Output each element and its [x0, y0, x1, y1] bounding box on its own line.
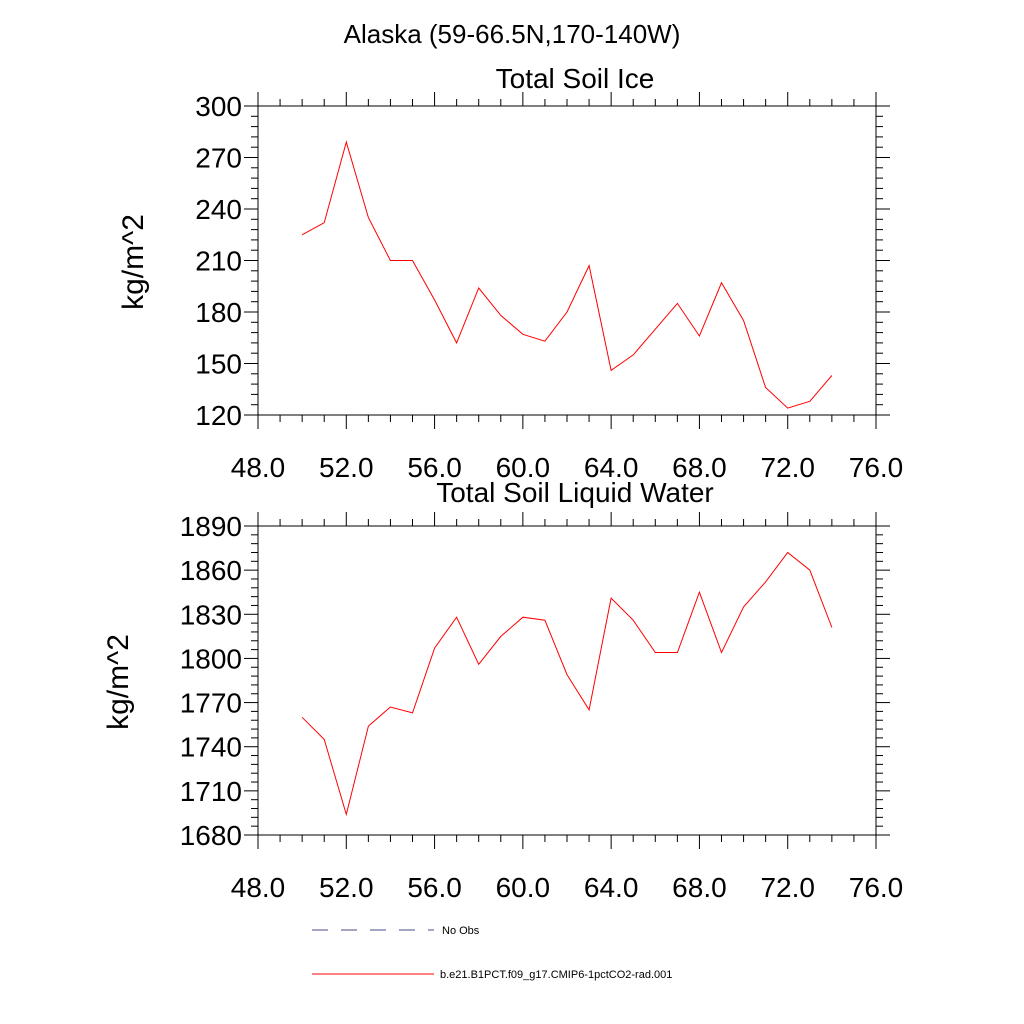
- legend-obs-label: No Obs: [442, 925, 480, 937]
- x-tick-label: 64.0: [584, 452, 639, 483]
- x-tick-label: 52.0: [319, 872, 374, 903]
- x-tick-label: 68.0: [672, 872, 727, 903]
- x-tick-label: 76.0: [849, 452, 904, 483]
- x-tick-label: 68.0: [672, 452, 727, 483]
- chart-panel-soil-liquid-water: Total Soil Liquid Water kg/m^2 48.0 52.0 56.…: [102, 477, 903, 903]
- y-tick-label: 1860: [180, 555, 242, 586]
- x-tick-label: 60.0: [496, 872, 551, 903]
- y-axis-label: kg/m^2: [117, 214, 150, 310]
- plot-frame: [257, 525, 877, 836]
- y-tick-label: 1680: [180, 820, 242, 851]
- y-tick-label: 150: [195, 349, 242, 380]
- plot-frame: [257, 105, 877, 416]
- y-axis-label: kg/m^2: [102, 634, 135, 730]
- chart-title: Total Soil Liquid Water: [436, 477, 714, 508]
- x-tick-label: 76.0: [849, 872, 904, 903]
- x-tick-label: 48.0: [231, 452, 286, 483]
- y-tick-label: 180: [195, 297, 242, 328]
- chart-title: Total Soil Ice: [496, 63, 655, 94]
- x-tick-label: 60.0: [496, 452, 551, 483]
- x-tick-label: 72.0: [760, 452, 815, 483]
- y-tick-label: 210: [195, 246, 242, 277]
- x-tick-label: 52.0: [319, 452, 374, 483]
- series-line: [301, 140, 833, 409]
- y-tick-label: 240: [195, 194, 242, 225]
- x-tick-label: 64.0: [584, 872, 639, 903]
- y-tick-label: 1830: [180, 599, 242, 630]
- y-tick-label: 300: [195, 91, 242, 122]
- y-tick-label: 270: [195, 143, 242, 174]
- y-tick-label: 1740: [180, 732, 242, 763]
- chart-panel-soil-ice: Total Soil Ice kg/m^2 48.0 52.0 56.0 60.0 64.0…: [117, 63, 903, 483]
- x-tick-label: 56.0: [407, 872, 462, 903]
- y-tick-label: 1800: [180, 643, 242, 674]
- y-tick-label: 1710: [180, 776, 242, 807]
- y-tick-label: 120: [195, 400, 242, 431]
- legend: No Obs b.e21.B1PCT.f09_g17.CMIP6-1pctCO2…: [312, 925, 672, 981]
- y-tick-label: 1890: [180, 511, 242, 542]
- x-tick-label: 72.0: [760, 872, 815, 903]
- page-title: Alaska (59-66.5N,170-140W): [344, 19, 681, 49]
- legend-model-label: b.e21.B1PCT.f09_g17.CMIP6-1pctCO2-rad.00…: [440, 969, 672, 981]
- x-tick-label: 48.0: [231, 872, 286, 903]
- y-tick-label: 1770: [180, 688, 242, 719]
- series-line: [301, 551, 833, 817]
- x-tick-label: 56.0: [407, 452, 462, 483]
